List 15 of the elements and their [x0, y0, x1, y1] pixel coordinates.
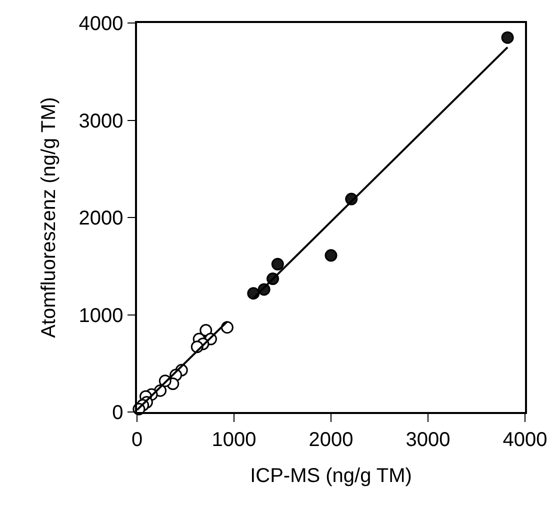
point — [271, 258, 284, 270]
y-tick-label: 2000 — [78, 208, 124, 230]
point — [324, 249, 338, 262]
point — [501, 31, 514, 44]
x-axis-title: ICP-MS (ng/g TM) — [250, 464, 412, 487]
y-tick-label: 4000 — [78, 13, 124, 35]
x-tick-label: 1000 — [212, 428, 256, 451]
y-tick-label: 0 — [112, 402, 124, 424]
x-tick-label: 0 — [131, 428, 143, 451]
y-tick-label: 3000 — [78, 110, 124, 132]
x-tick-label: 2000 — [308, 428, 354, 451]
y-tick-label: 1000 — [78, 304, 124, 327]
y-axis-title: Atomfluoreszenz (ng/g TM) — [38, 97, 60, 338]
x-tick-label: 4000 — [502, 428, 548, 451]
x-tick-label: 3000 — [406, 428, 450, 451]
